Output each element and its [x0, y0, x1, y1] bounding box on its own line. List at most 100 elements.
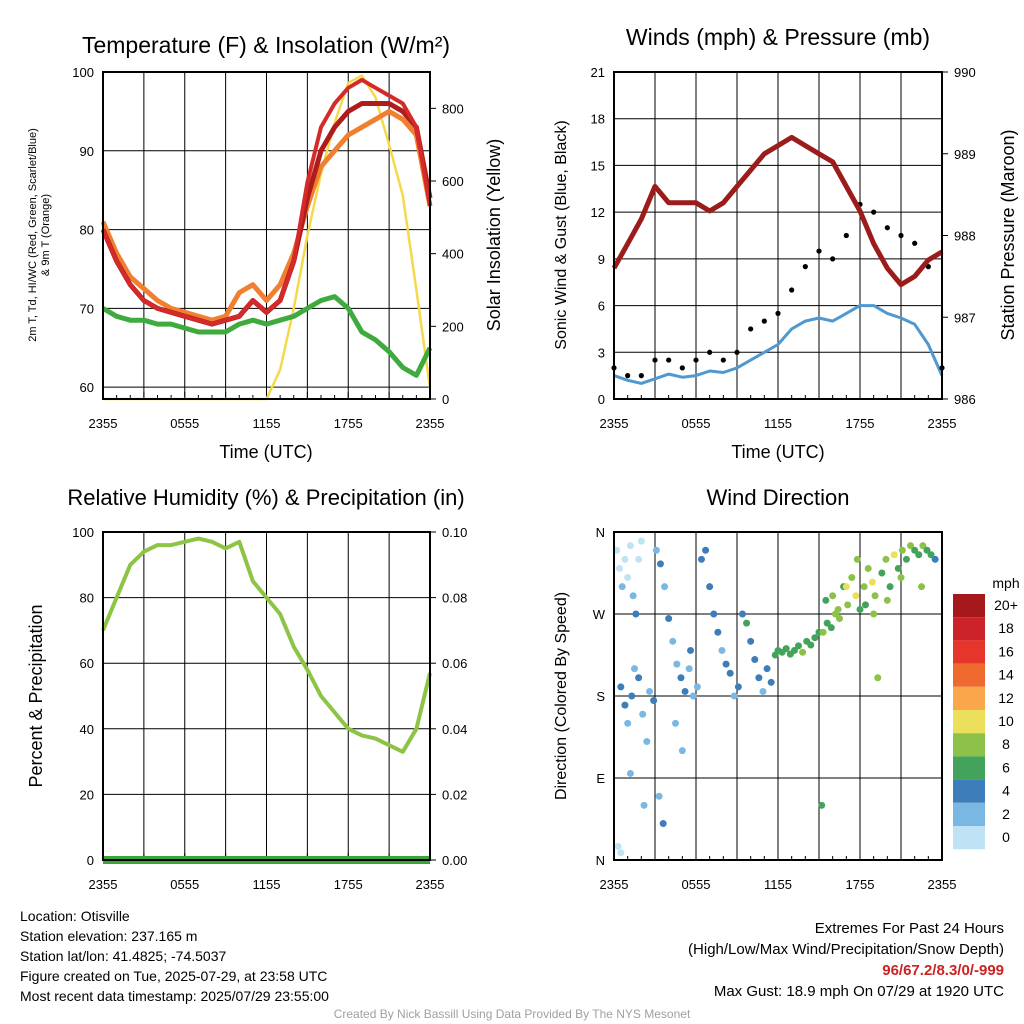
rh-y-tick-label: 0: [87, 853, 94, 868]
direction-point: [635, 555, 643, 563]
dir-x-tick-label: 1755: [846, 877, 875, 892]
direction-point: [685, 665, 693, 673]
wind-y-tick-label: 6: [598, 299, 605, 314]
rh-y2-tick-label: 0.08: [442, 591, 467, 606]
legend-label: 12: [998, 690, 1014, 706]
wind-y-tick-label: 15: [591, 158, 605, 173]
direction-point: [918, 583, 925, 591]
temp-x-axis-label: Time (UTC): [219, 442, 312, 462]
direction-point: [759, 687, 767, 695]
direction-point: [628, 692, 636, 700]
wind-gust-point: [912, 240, 918, 246]
rh-y2-tick-label: 0.00: [442, 853, 467, 868]
station-location: Location: Otisville: [20, 908, 130, 924]
direction-point: [621, 701, 629, 709]
direction-point: [693, 683, 701, 691]
direction-point: [807, 641, 815, 649]
wind-y-tick-label: 3: [598, 345, 605, 360]
wind-gust-point: [843, 232, 849, 239]
temp-x-tick-label: 0555: [170, 416, 199, 431]
legend-label: 4: [1002, 783, 1010, 799]
dir-y-axis-label: Direction (Colored By Speed): [553, 592, 570, 800]
legend-swatch: [953, 756, 985, 780]
legend-swatch: [953, 686, 985, 710]
extremes-title: Extremes For Past 24 Hours: [814, 920, 1004, 937]
rh-plot-border: [102, 531, 431, 861]
direction-point: [629, 592, 637, 600]
dir-x-tick-label: 2355: [928, 877, 957, 892]
direction-point: [659, 820, 667, 828]
direction-point: [697, 555, 705, 563]
direction-point: [894, 564, 902, 572]
dir-axes: N E S W N: [593, 525, 943, 868]
direction-point: [687, 646, 695, 654]
wind-y-tick-label: 9: [598, 252, 605, 267]
direction-point: [672, 719, 679, 727]
wind-y2-axis-label: Station Pressure (Maroon): [998, 129, 1018, 340]
direction-point: [931, 555, 939, 563]
legend-swatch: [953, 617, 985, 641]
direction-point: [706, 583, 714, 591]
rh-y2-tick-label: 0.02: [442, 787, 467, 802]
direction-point: [868, 578, 876, 586]
wind-gust-point: [652, 357, 658, 363]
wind-y-tick-label: 21: [591, 65, 605, 80]
direction-point: [624, 719, 632, 727]
direction-point: [718, 646, 726, 654]
direction-point: [714, 628, 722, 636]
rh-chart-title: Relative Humidity (%) & Precipitation (i…: [67, 485, 464, 510]
wind-direction-panel: Wind Direction Direction (Colored By Spe…: [553, 485, 1020, 800]
direction-point: [632, 610, 640, 618]
temp-x-tick-label: 2355: [89, 416, 118, 431]
legend-swatch: [953, 802, 985, 826]
dir-x-tick-label: 2355: [600, 877, 629, 892]
temp-y-tick-label: 70: [80, 301, 94, 316]
direction-point: [767, 678, 775, 686]
direction-point: [882, 555, 890, 563]
temp-chart-title: Temperature (F) & Insolation (W/m²): [82, 32, 450, 58]
legend-swatch: [953, 594, 985, 618]
station-info: Location: Otisville Station elevation: 2…: [20, 906, 329, 1006]
legend-label: 16: [998, 643, 1014, 659]
direction-point: [678, 747, 686, 755]
dir-x-tick-label: 0555: [682, 877, 711, 892]
direction-point: [878, 569, 886, 577]
dir-y-tick-label: E: [596, 771, 605, 786]
wind-y2-tick-label: 990: [954, 65, 976, 80]
wind-gust-point: [666, 357, 672, 363]
direction-point: [871, 592, 879, 600]
direction-point: [886, 583, 894, 591]
wind-pressure-panel: Winds (mph) & Pressure (mb) Time (UTC) S…: [553, 24, 1018, 462]
direction-point: [755, 674, 763, 682]
wind-y-tick-label: 0: [598, 392, 605, 407]
wind-gust-point: [802, 264, 808, 270]
legend-label: 14: [998, 667, 1014, 683]
dir-x-tick-label: 1155: [764, 877, 792, 892]
wind-plot-border: [613, 71, 943, 400]
direction-point: [673, 660, 681, 668]
wind-y-axis-label: Sonic Wind & Gust (Blue, Black): [553, 120, 570, 349]
legend-swatch: [953, 663, 985, 687]
legend-swatch: [953, 826, 985, 850]
direction-point: [848, 574, 856, 582]
legend-label: 6: [1002, 759, 1010, 775]
direction-point: [795, 642, 802, 650]
direction-point: [643, 738, 651, 746]
temp-y2-tick-label: 600: [442, 174, 464, 189]
temp-series-temp9m: [100, 108, 433, 323]
temp-x-tick-label: 1155: [253, 416, 281, 431]
wind-gust-point: [816, 248, 822, 254]
wind-gust-point: [679, 365, 685, 371]
legend-swatch: [953, 779, 985, 803]
temp-y2-tick-label: 800: [442, 101, 464, 116]
direction-point: [646, 687, 654, 695]
direction-point: [617, 683, 625, 691]
direction-point: [751, 656, 759, 664]
direction-point: [656, 560, 664, 568]
humidity-precip-panel: Relative Humidity (%) & Precipitation (i…: [26, 485, 465, 788]
rh-y-axis-label: Percent & Precipitation: [26, 604, 46, 787]
direction-point: [822, 596, 830, 604]
wind-gust-point: [625, 373, 631, 379]
direction-point: [842, 583, 850, 591]
direction-point: [743, 619, 751, 627]
